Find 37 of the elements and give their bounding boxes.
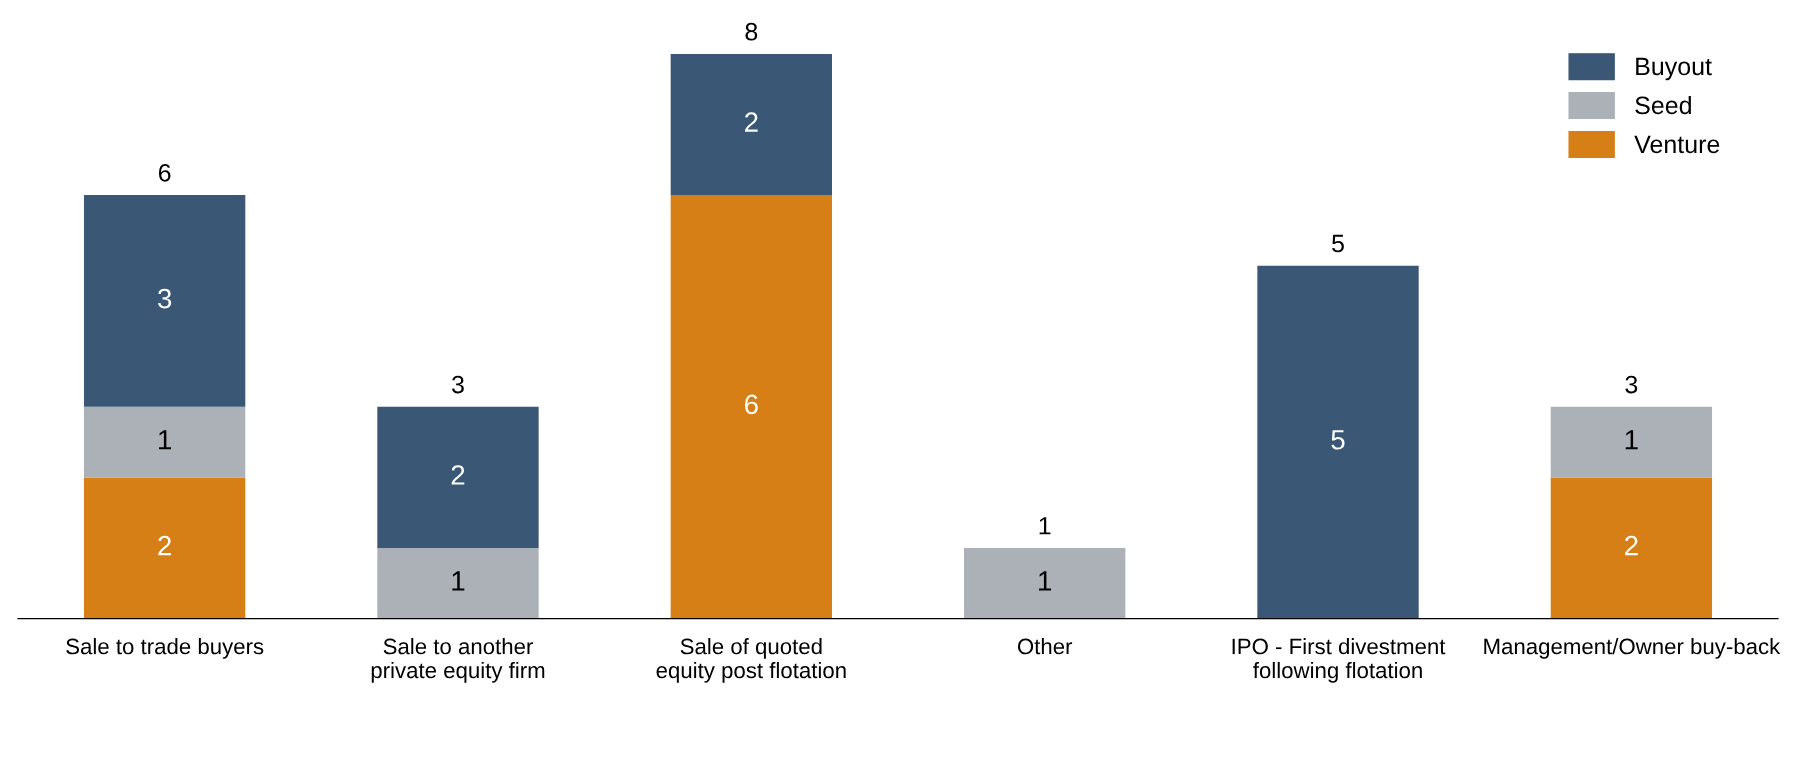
bar	[83, 406, 246, 478]
bar	[377, 547, 539, 619]
x-tick-label: Sale to trade buyers	[66, 638, 264, 659]
x-tick-label: Sale of quoted equity post flotation	[656, 638, 846, 683]
data-label: 3	[157, 288, 172, 309]
data-label: 6	[745, 394, 758, 415]
data-label: 5	[1331, 430, 1345, 450]
data-label: 1	[1039, 571, 1052, 591]
total-label: 3	[1625, 375, 1638, 394]
data-label: 1	[452, 571, 465, 591]
bar	[964, 547, 1126, 619]
total-label: 3	[451, 375, 464, 394]
bar	[83, 195, 246, 407]
data-label: 2	[158, 535, 171, 556]
bar	[1257, 265, 1419, 619]
data-label: 2	[451, 465, 465, 485]
legend-label: Buyout	[1636, 57, 1712, 81]
x-tick-label: Sale to another private equity firm	[371, 638, 545, 683]
data-label: 2	[745, 112, 758, 132]
bar	[83, 477, 246, 619]
x-tick-label: Other	[1017, 638, 1073, 655]
x-tick-label: IPO - First divestment following flotation	[1232, 638, 1446, 683]
bar	[1550, 477, 1713, 619]
bar	[670, 53, 832, 196]
total-label: 5	[1332, 234, 1344, 253]
data-label: 2	[1625, 535, 1638, 556]
data-label: 1	[1625, 430, 1638, 450]
data-label: 1	[159, 430, 171, 450]
total-label: 1	[1039, 517, 1051, 535]
total-label: 8	[745, 22, 758, 41]
total-label: 6	[158, 163, 171, 182]
bar	[1550, 406, 1713, 478]
x-tick-label: Management/Owner buy-back	[1484, 638, 1781, 659]
bar	[377, 406, 539, 548]
bar	[670, 195, 832, 619]
legend-label: Seed	[1635, 95, 1691, 115]
legend-label: Venture	[1634, 135, 1720, 154]
